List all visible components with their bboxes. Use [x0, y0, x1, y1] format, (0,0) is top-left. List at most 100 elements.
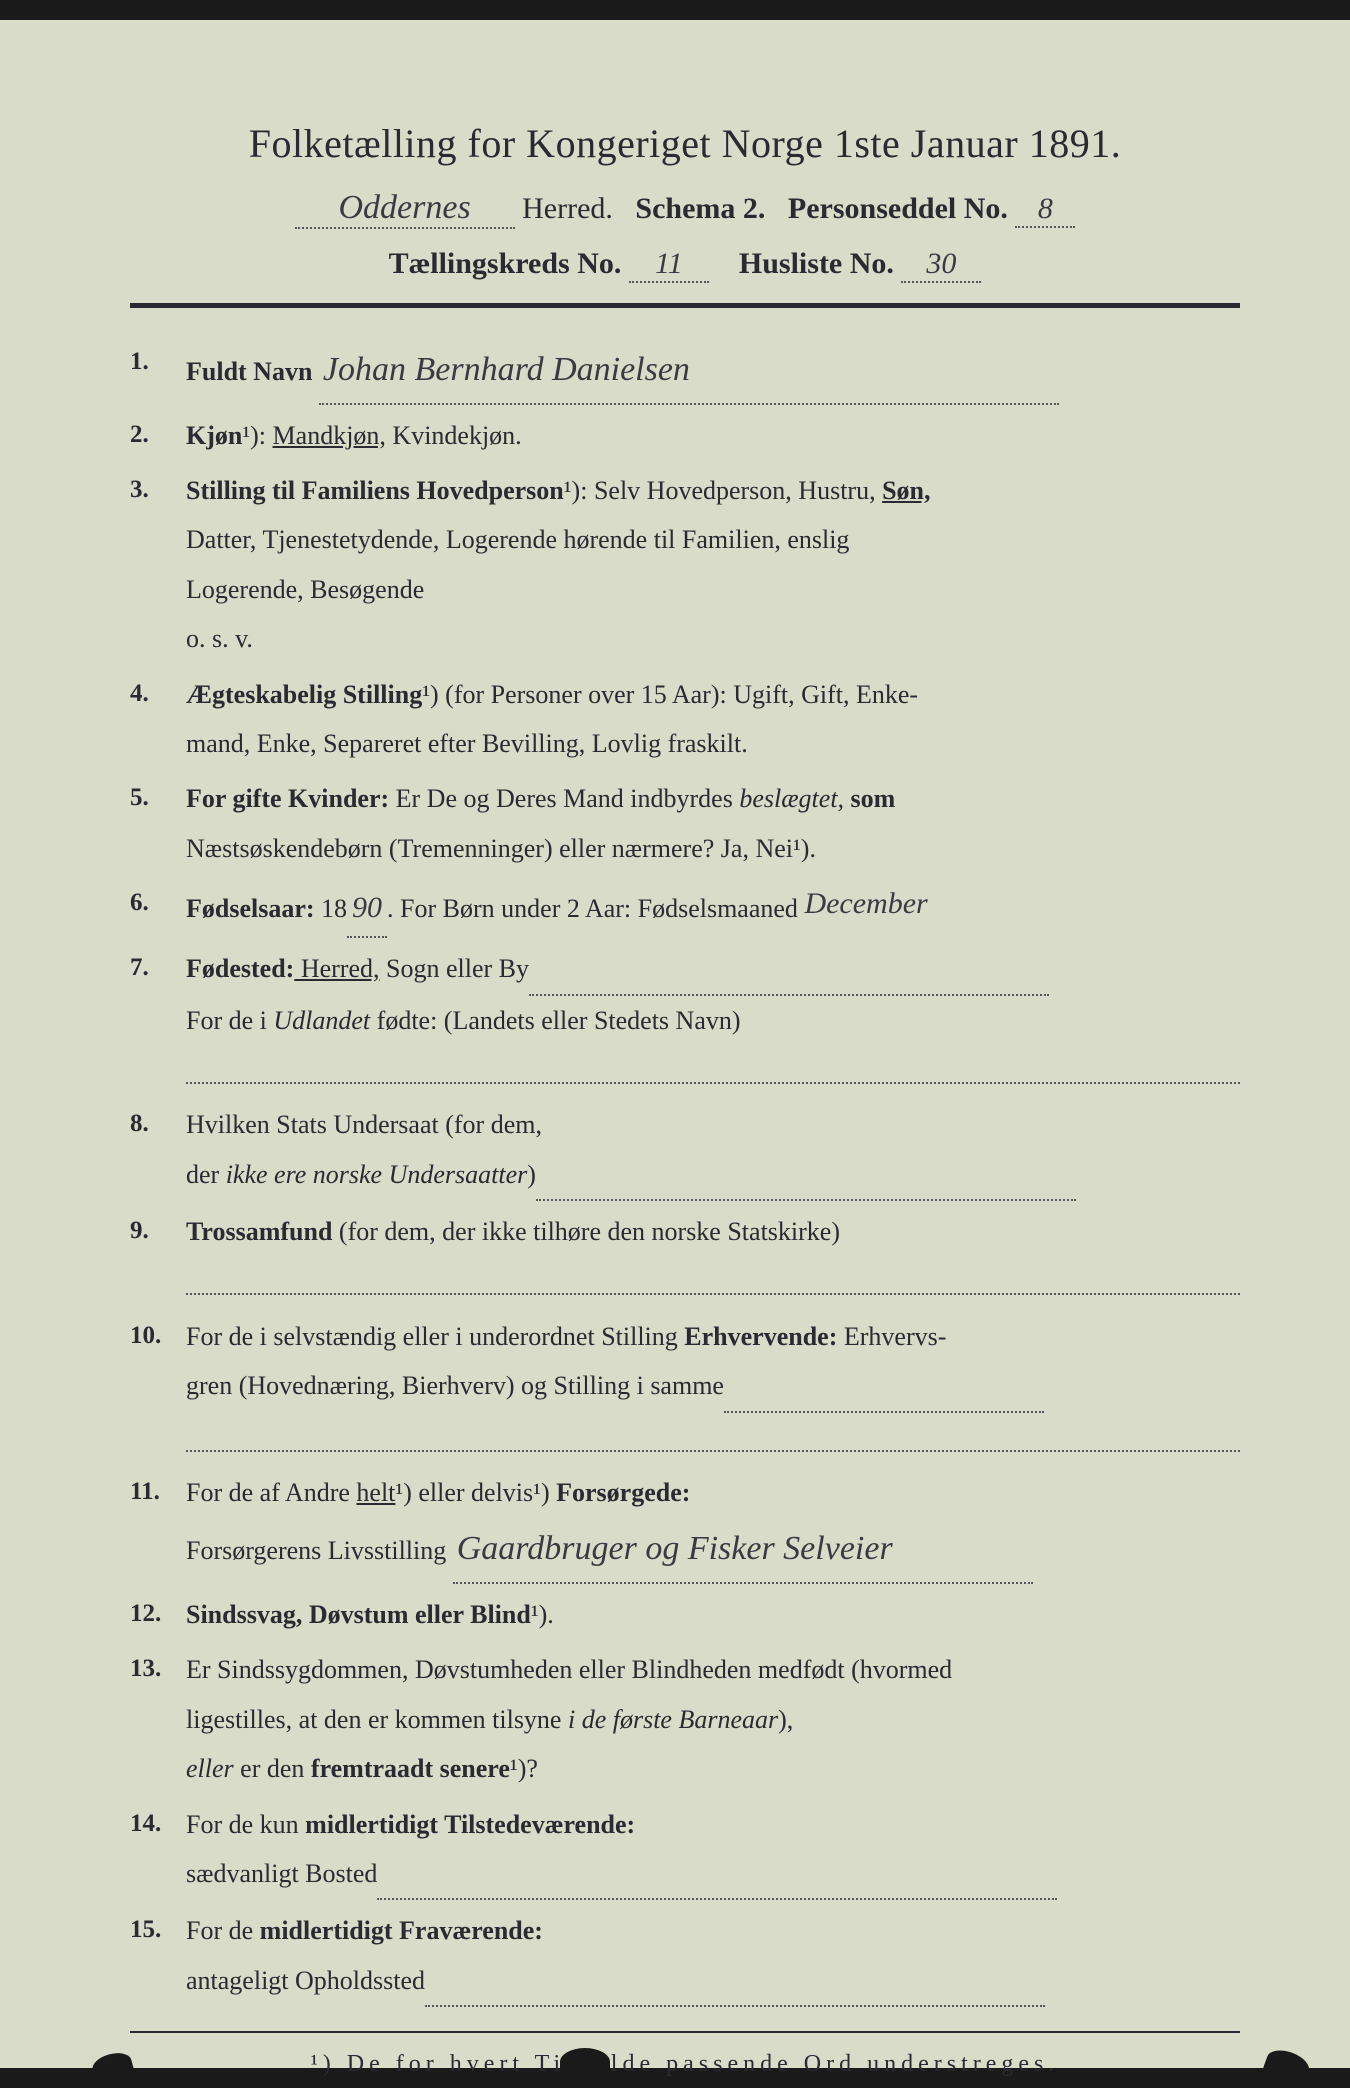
- q9-label: Trossamfund: [186, 1217, 332, 1246]
- q8-2b: ikke ere norske Undersaatter: [226, 1160, 528, 1189]
- item-number: 1.: [130, 338, 186, 405]
- q13-line1: Er Sindssygdommen, Døvstumheden eller Bl…: [186, 1655, 952, 1684]
- dotted-fill: [529, 944, 1049, 995]
- q6-month: December: [804, 887, 927, 920]
- q12: Sindssvag, Døvstum eller Blind: [186, 1600, 531, 1629]
- q2-label: Kjøn: [186, 421, 242, 450]
- personseddel-value: 8: [1015, 192, 1075, 228]
- q7-2b: Udlandet: [273, 1006, 370, 1035]
- q2-rest: Kvindekjøn.: [386, 421, 522, 450]
- q4-paren: (for Personer over 15 Aar):: [439, 680, 734, 709]
- item-number: 9.: [130, 1207, 186, 1256]
- item-number: 6.: [130, 879, 186, 938]
- item-12: 12. Sindssvag, Døvstum eller Blind¹).: [130, 1590, 1240, 1639]
- item-number: 2.: [130, 411, 186, 460]
- q13-3b: er den: [234, 1754, 311, 1783]
- dotted-fill: [536, 1150, 1076, 1201]
- q7-label: Fødested:: [186, 954, 294, 983]
- header-line-3: Tællingskreds No. 11 Husliste No. 30: [130, 247, 1240, 283]
- item-number: 4.: [130, 670, 186, 769]
- q11-1b: helt: [356, 1478, 395, 1507]
- sup: ¹).: [793, 834, 816, 863]
- item-number: 5.: [130, 774, 186, 873]
- q13-2c: ),: [778, 1705, 793, 1734]
- q11-value: Gaardbruger og Fisker Selveier: [453, 1517, 1033, 1584]
- dotted-fill: [377, 1849, 1057, 1900]
- q5-rest: Er De og Deres Mand indbyrdes: [389, 784, 739, 813]
- item-number: 12.: [130, 1590, 186, 1639]
- item-number: 8.: [130, 1100, 186, 1201]
- dotted-fill: [425, 1956, 1045, 2007]
- paper-tear: [1263, 2045, 1313, 2083]
- q3-line3: Logerende, Besøgende: [186, 575, 424, 604]
- q3-selected: Søn,: [882, 476, 930, 505]
- q5-label: For gifte Kvinder:: [186, 784, 389, 813]
- dotted-fill: [724, 1361, 1044, 1412]
- q10-1b: Erhvervende:: [684, 1322, 837, 1351]
- q13-3c: fremtraadt senere: [311, 1754, 510, 1783]
- q11-line2: Forsørgerens Livsstilling: [186, 1536, 446, 1565]
- husliste-value: 30: [901, 247, 981, 283]
- q7-2a: For de i: [186, 1006, 273, 1035]
- husliste-label: Husliste No.: [739, 247, 894, 280]
- item-4: 4. Ægteskabelig Stilling¹) (for Personer…: [130, 670, 1240, 769]
- sup: ¹):: [242, 421, 272, 450]
- header-line-2: Oddernes Herred. Schema 2. Personseddel …: [130, 189, 1240, 229]
- q8-2a: der: [186, 1160, 226, 1189]
- schema-label: Schema 2.: [635, 192, 765, 225]
- q7-selected: Herred,: [294, 954, 379, 983]
- q10-line2: gren (Hovednæring, Bierhverv) og Stillin…: [186, 1371, 724, 1400]
- herred-value: Oddernes: [295, 189, 515, 229]
- item-3: 3. Stilling til Familiens Hovedperson¹):…: [130, 466, 1240, 664]
- item-number: 10.: [130, 1312, 186, 1413]
- sup: ¹)?: [510, 1754, 538, 1783]
- item-2: 2. Kjøn¹): Mandkjøn, Kvindekjøn.: [130, 411, 1240, 460]
- q4-line2: mand, Enke, Separeret efter Bevilling, L…: [186, 729, 748, 758]
- blank-line-7: [130, 1051, 1240, 1100]
- q6-rest: . For Børn under 2 Aar: Fødselsmaaned: [387, 894, 798, 923]
- q6-label: Fødselsaar:: [186, 894, 315, 923]
- item-7: 7. Fødested: Herred, Sogn eller By For d…: [130, 944, 1240, 1045]
- item-11: 11. For de af Andre helt¹) eller delvis¹…: [130, 1468, 1240, 1584]
- q4-label: Ægteskabelig Stilling: [186, 680, 422, 709]
- paper-tear: [90, 2049, 134, 2081]
- item-number: 3.: [130, 466, 186, 664]
- sup: ¹).: [531, 1600, 554, 1629]
- q3-line4: o. s. v.: [186, 624, 253, 653]
- form-body: 1. Fuldt Navn Johan Bernhard Danielsen 2…: [130, 338, 1240, 2007]
- q7-2c: fødte: (Landets eller Stedets Navn): [370, 1006, 740, 1035]
- sup: ¹):: [564, 476, 594, 505]
- q2-selected: Mandkjøn,: [273, 421, 386, 450]
- q8-2c: ): [527, 1160, 536, 1189]
- q9-rest: (for dem, der ikke tilhøre den norske St…: [332, 1217, 840, 1246]
- item-9: 9. Trossamfund (for dem, der ikke tilhør…: [130, 1207, 1240, 1256]
- item-number: 11.: [130, 1468, 186, 1584]
- q14-line2: sædvanligt Bosted: [186, 1859, 377, 1888]
- q7-rest: Sogn eller By: [380, 954, 530, 983]
- header-rule: [130, 303, 1240, 308]
- q6-prefix: 18: [315, 894, 348, 923]
- form-title: Folketælling for Kongeriget Norge 1ste J…: [130, 120, 1240, 167]
- q14-line1: For de kun midlertidigt Tilstedeværende:: [186, 1810, 635, 1839]
- q13-2b: i de første Barneaar: [568, 1705, 778, 1734]
- sup: ¹): [422, 680, 438, 709]
- kreds-value: 11: [629, 247, 709, 283]
- blank-line-9: [130, 1262, 1240, 1311]
- q13-3a: eller: [186, 1754, 234, 1783]
- census-form-page: Folketælling for Kongeriget Norge 1ste J…: [0, 20, 1350, 2068]
- sup: ¹): [395, 1478, 411, 1507]
- item-number: 15.: [130, 1906, 186, 2007]
- q1-label: Fuldt Navn: [186, 357, 312, 386]
- q5-ital: beslægtet,: [739, 784, 844, 813]
- item-6: 6. Fødselsaar: 1890. For Børn under 2 Aa…: [130, 879, 1240, 938]
- q3-label: Stilling til Familiens Hovedperson: [186, 476, 564, 505]
- q5-bold: som: [844, 784, 895, 813]
- q13-2a: ligestilles, at den er kommen tilsyne: [186, 1705, 568, 1734]
- q3-line2: Datter, Tjenestetydende, Logerende høren…: [186, 525, 849, 554]
- herred-label: Herred.: [522, 192, 613, 225]
- kreds-label: Tællingskreds No.: [389, 247, 622, 280]
- item-1: 1. Fuldt Navn Johan Bernhard Danielsen: [130, 338, 1240, 405]
- personseddel-label: Personseddel No.: [788, 192, 1008, 225]
- q15-line2: antageligt Opholdssted: [186, 1966, 425, 1995]
- footer-rule: [130, 2031, 1240, 2033]
